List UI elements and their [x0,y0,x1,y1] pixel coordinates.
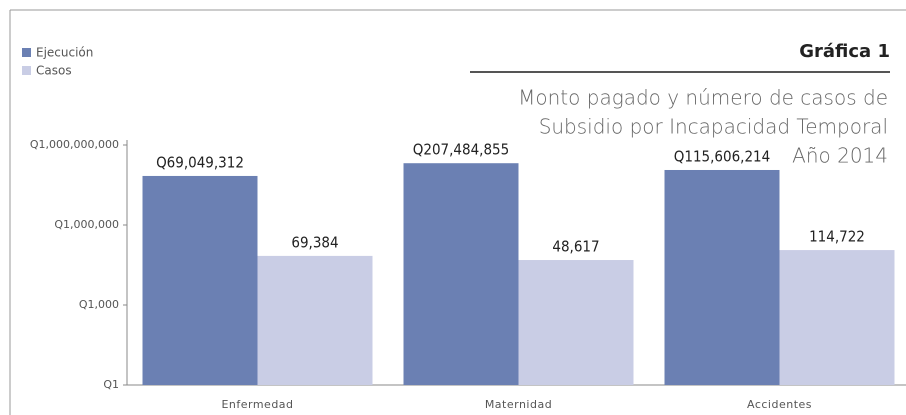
x-tick-label: Enfermedad [221,398,293,411]
y-tick-label: Q1,000 [79,298,119,311]
value-label: 114,722 [809,228,865,246]
legend-swatch [22,66,31,75]
value-label: Q69,049,312 [156,153,244,171]
bar [518,260,634,385]
bar [664,169,780,385]
bar [142,175,258,385]
value-label: Q115,606,214 [674,147,770,165]
subtitle: Año 2014 [792,144,888,168]
bar [779,250,895,385]
x-tick-label: Accidentes [747,398,812,411]
legend-label: Casos [36,64,72,78]
bar [403,163,519,385]
y-tick-label: Q1 [103,378,119,391]
chart-title: Gráfica 1 [799,41,890,62]
subtitle: Monto pagado y número de casos de [518,86,888,110]
y-tick-label: Q1,000,000,000 [30,138,119,151]
bar [257,255,373,385]
x-tick-label: Maternidad [485,398,552,411]
subtitle: Subsidio por Incapacidad Temporal [539,115,888,139]
legend-label: Ejecución [36,46,93,60]
value-label: 69,384 [291,233,338,251]
value-label: Q207,484,855 [413,141,509,159]
legend-swatch [22,48,31,57]
y-tick-label: Q1,000,000 [54,218,119,231]
value-label: 48,617 [552,238,599,256]
